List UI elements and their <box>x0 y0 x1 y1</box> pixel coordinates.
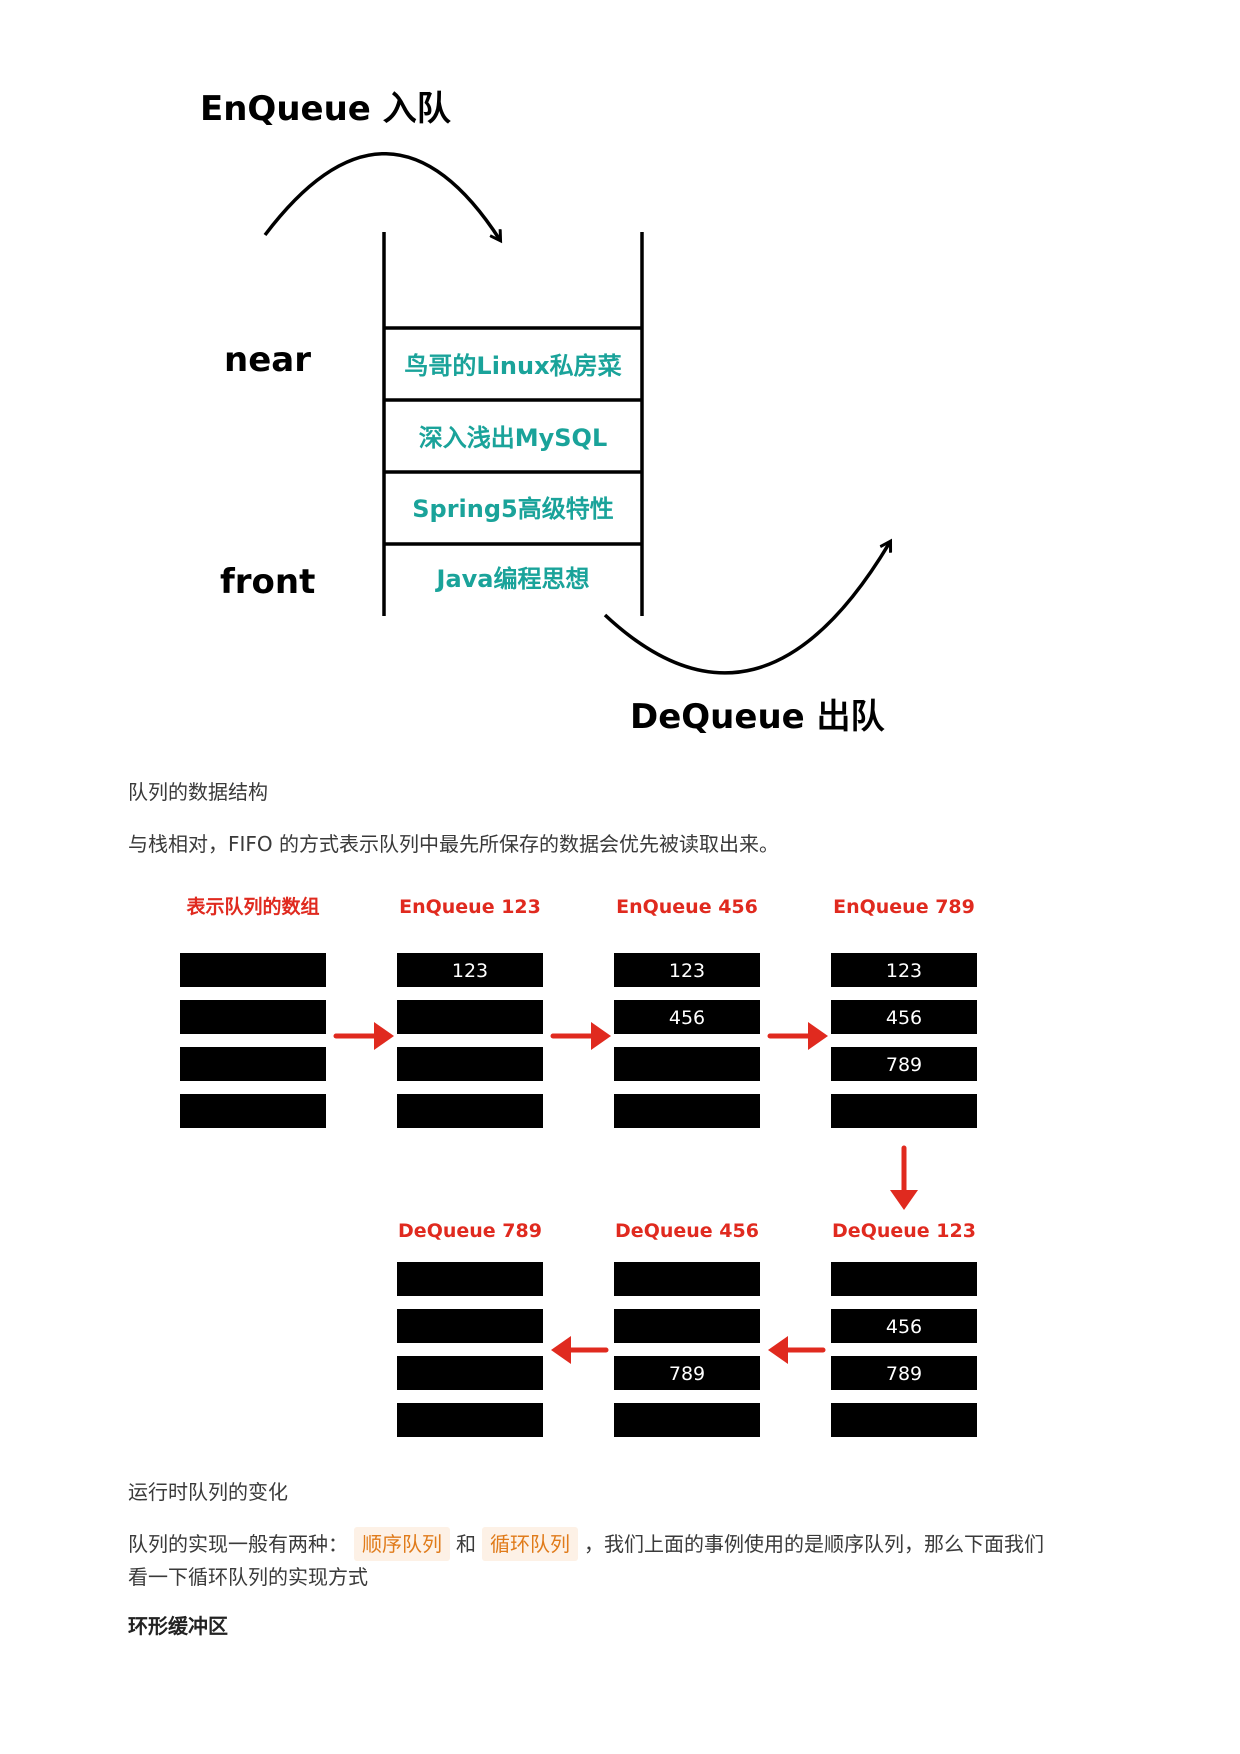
array-slot <box>397 1356 543 1390</box>
array-slot <box>831 1094 977 1128</box>
array-slot <box>614 1094 760 1128</box>
array-slot <box>180 1094 326 1128</box>
array-slot <box>397 1047 543 1081</box>
array-slot <box>831 1262 977 1296</box>
slot-value: 123 <box>669 960 705 982</box>
array-title: DeQueue 456 <box>615 1220 759 1242</box>
slot-value: 456 <box>886 1316 922 1338</box>
paragraph-2-middle: 和 <box>456 1532 476 1556</box>
slot-value: 456 <box>886 1007 922 1029</box>
tag-circular-queue: 循环队列 <box>482 1527 578 1561</box>
array-diagram: 表示队列的数组 EnQueue 123 123 EnQueue 456 123 456 En… <box>180 895 977 1437</box>
array-slot <box>397 1000 543 1034</box>
queue-item: 深入浅出MySQL <box>419 424 608 452</box>
near-label: near <box>224 340 311 380</box>
dequeue-label: DeQueue 出队 <box>630 697 886 737</box>
enqueue-arrow <box>263 152 500 240</box>
queue-item: Java编程思想 <box>435 565 590 593</box>
array-slot <box>397 1094 543 1128</box>
array-slot <box>831 1047 977 1081</box>
paragraph-2: 队列的实现一般有两种： 顺序队列和循环队列 ，我们上面的事例使用的是顺序队列，那么下… <box>128 1527 1044 1593</box>
arrow-head <box>551 1336 571 1364</box>
array-slot <box>614 1356 760 1390</box>
slot-value: 123 <box>886 960 922 982</box>
slot-value: 456 <box>669 1007 705 1029</box>
array-slot <box>831 953 977 987</box>
array-slot <box>614 1309 760 1343</box>
paragraph-2-line2: 看一下循环队列的实现方式 <box>128 1565 368 1589</box>
array-slot <box>180 1047 326 1081</box>
arrow-head <box>808 1022 828 1050</box>
array-slot <box>397 1262 543 1296</box>
array-slot <box>397 1403 543 1437</box>
array-slot <box>614 1047 760 1081</box>
paragraph-2-prefix: 队列的实现一般有两种： <box>128 1532 348 1556</box>
array-slot <box>180 1000 326 1034</box>
arrow-head <box>768 1336 788 1364</box>
enqueue-label: EnQueue 入队 <box>200 89 452 129</box>
array-title: 表示队列的数组 <box>186 895 319 918</box>
queue-item: Spring5高级特性 <box>412 495 614 523</box>
array-slot <box>831 1356 977 1390</box>
paragraph-2-suffix: ，我们上面的事例使用的是顺序队列，那么下面我们 <box>584 1532 1044 1556</box>
array-slot <box>180 953 326 987</box>
arrow-head <box>591 1022 611 1050</box>
slot-value: 789 <box>669 1363 705 1385</box>
array-slot <box>614 1000 760 1034</box>
array-slot <box>831 1403 977 1437</box>
section-heading: 环形缓冲区 <box>128 1614 228 1638</box>
array-title: EnQueue 456 <box>616 896 758 918</box>
caption-1: 队列的数据结构 <box>128 780 268 804</box>
slot-value: 789 <box>886 1363 922 1385</box>
tag-sequential-queue: 顺序队列 <box>354 1527 450 1561</box>
slot-value: 123 <box>452 960 488 982</box>
array-slot <box>614 953 760 987</box>
array-title: EnQueue 123 <box>399 896 541 918</box>
front-label: front <box>220 562 315 602</box>
array-slot <box>831 1000 977 1034</box>
dequeue-arrow <box>603 542 890 675</box>
slot-value: 789 <box>886 1054 922 1076</box>
array-slot <box>614 1403 760 1437</box>
queue-item: 鸟哥的Linux私房菜 <box>404 352 621 380</box>
array-slot <box>397 953 543 987</box>
arrow-head <box>374 1022 394 1050</box>
array-title: DeQueue 123 <box>832 1220 976 1242</box>
arrow-head <box>890 1190 918 1210</box>
caption-2: 运行时队列的变化 <box>128 1480 288 1504</box>
paragraph-1: 与栈相对，FIFO 的方式表示队列中最先所保存的数据会优先被读取出来。 <box>128 832 780 856</box>
array-slot <box>831 1309 977 1343</box>
array-slot <box>614 1262 760 1296</box>
array-slot <box>397 1309 543 1343</box>
array-title: EnQueue 789 <box>833 896 975 918</box>
array-title: DeQueue 789 <box>398 1220 542 1242</box>
